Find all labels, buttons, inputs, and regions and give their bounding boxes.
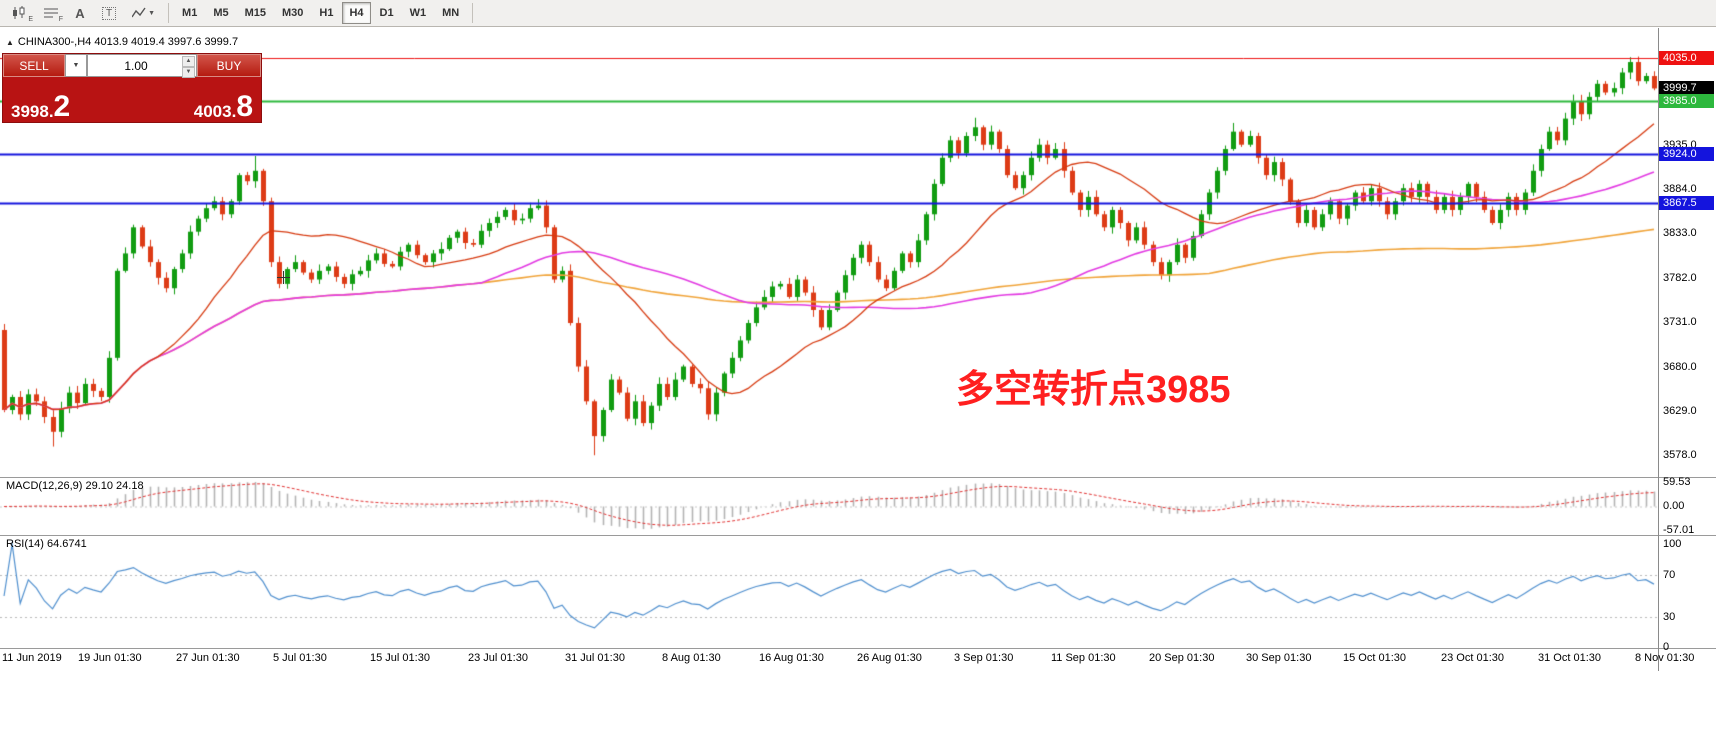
timeframe-button-m15[interactable]: M15	[238, 2, 273, 24]
symbol-ohlc-text: CHINA300-,H4 4013.9 4019.4 3997.6 3999.7	[17, 36, 239, 48]
panel-separator[interactable]	[0, 535, 1716, 536]
time-axis-label: 20 Sep 01:30	[1149, 652, 1215, 664]
expand-triangle-icon[interactable]: ▲	[6, 37, 14, 47]
timeframe-button-h1[interactable]: H1	[312, 2, 340, 24]
rsi-label: RSI(14) 64.6741	[6, 538, 87, 550]
price-tag-3985.0[interactable]: 3985.0	[1659, 94, 1714, 108]
timeframe-button-d1[interactable]: D1	[373, 2, 401, 24]
new-chart-icon[interactable]: E	[5, 2, 35, 24]
time-axis-label: 26 Aug 01:30	[857, 652, 922, 664]
rsi-scale-label: 70	[1663, 569, 1676, 581]
rsi-scale-label: 100	[1663, 538, 1682, 550]
time-axis-label: 8 Aug 01:30	[662, 652, 721, 664]
timeframe-button-h4[interactable]: H4	[342, 2, 371, 24]
volume-spinner: ▲ ▼	[182, 56, 195, 78]
time-axis-label: 11 Jun 2019	[2, 652, 62, 664]
price-tag-3867.5[interactable]: 3867.5	[1659, 196, 1714, 210]
price-tick-label: 3731.0	[1663, 316, 1697, 328]
profiles-icon[interactable]: F	[37, 2, 65, 24]
volume-decrease-button[interactable]: ▼	[182, 67, 195, 78]
chevron-down-icon: ▼	[72, 62, 80, 69]
sell-price[interactable]: 3998. 2	[11, 90, 71, 123]
time-axis-label: 11 Sep 01:30	[1051, 652, 1116, 664]
time-axis-label: 31 Jul 01:30	[565, 652, 625, 664]
trade-panel-prices: 3998. 2 4003. 8	[3, 77, 261, 126]
timeframe-group: M1 M5 M15 M30 H1 H4 D1 W1 MN	[174, 2, 467, 24]
price-tick-label: 3578.0	[1663, 449, 1697, 461]
boxed-t-glyph: T	[102, 6, 117, 20]
time-axis-label: 30 Sep 01:30	[1246, 652, 1312, 664]
template-icon[interactable]: T	[95, 2, 123, 24]
time-axis-label: 27 Jun 01:30	[176, 652, 240, 664]
timeframe-button-w1[interactable]: W1	[403, 2, 434, 24]
symbol-info: ▲ CHINA300-,H4 4013.9 4019.4 3997.6 3999…	[6, 36, 238, 48]
price-tick-label: 3884.0	[1663, 183, 1697, 195]
one-click-trade-panel: SELL ▼ ▲ ▼ BUY 3998.2 4003.8	[3, 54, 261, 122]
macd-scale-label: 59.53	[1663, 476, 1691, 488]
chart-annotation: 多空转折点3985	[956, 369, 1231, 411]
time-axis-label: 15 Jul 01:30	[370, 652, 430, 664]
rsi-scale-label: 30	[1663, 611, 1676, 623]
buy-button[interactable]: BUY	[197, 54, 261, 77]
macd-indicator-canvas[interactable]	[0, 478, 1658, 535]
rsi-scale-label: 0	[1663, 641, 1670, 653]
price-tick-label: 3833.0	[1663, 227, 1697, 239]
time-axis-label: 23 Jul 01:30	[468, 652, 528, 664]
time-axis-label: 8 Nov 01:30	[1635, 652, 1695, 664]
rsi-indicator-canvas[interactable]	[0, 536, 1658, 648]
volume-dropdown-button[interactable]: ▼	[65, 54, 87, 77]
volume-increase-button[interactable]: ▲	[182, 56, 195, 67]
macd-label: MACD(12,26,9) 29.10 24.18	[6, 480, 144, 492]
time-axis-label: 23 Oct 01:30	[1441, 652, 1504, 664]
chart-window: ▲ CHINA300-,H4 4013.9 4019.4 3997.6 3999…	[0, 28, 1716, 671]
price-tag-3924.0[interactable]: 3924.0	[1659, 147, 1714, 161]
price-axis-border	[1658, 28, 1659, 671]
timeframe-button-mn[interactable]: MN	[435, 2, 466, 24]
buy-price[interactable]: 4003. 8	[193, 90, 253, 123]
volume-field: ▲ ▼	[87, 54, 197, 78]
time-axis-label: 31 Oct 01:30	[1538, 652, 1601, 664]
timeframe-button-m5[interactable]: M5	[206, 2, 235, 24]
candlestick-glyph	[13, 6, 25, 19]
timeframe-button-m1[interactable]: M1	[175, 2, 204, 24]
text-label-icon[interactable]: A	[67, 2, 93, 24]
macd-scale-label: 0.00	[1663, 500, 1685, 512]
price-chart-canvas[interactable]	[0, 29, 1658, 477]
time-axis-label: 19 Jun 01:30	[78, 652, 142, 664]
price-tick-label: 3680.0	[1663, 361, 1697, 373]
price-tag-3999.7[interactable]: 3999.7	[1659, 81, 1714, 95]
indicators-icon[interactable]: ▼	[125, 2, 162, 24]
panel-separator	[0, 648, 1716, 649]
time-axis-label: 3 Sep 01:30	[954, 652, 1014, 664]
trade-panel-controls: SELL ▼ ▲ ▼ BUY	[3, 54, 261, 78]
lines-glyph	[44, 8, 58, 18]
toolbar: E F A T ▼ M1 M5 M15 M30 H1 H4 D1 W1 MN	[0, 0, 1716, 27]
time-axis-label: 5 Jul 01:30	[273, 652, 327, 664]
volume-input[interactable]	[88, 57, 196, 74]
timeframe-button-m30[interactable]: M30	[275, 2, 310, 24]
mouse-crosshair	[277, 271, 290, 284]
panel-separator[interactable]	[0, 477, 1716, 478]
time-axis-label: 16 Aug 01:30	[759, 652, 824, 664]
toolbar-separator	[472, 3, 474, 23]
macd-scale-label: -57.01	[1663, 524, 1695, 536]
chevron-down-icon: ▼	[148, 9, 156, 17]
time-axis-label: 15 Oct 01:30	[1343, 652, 1406, 664]
sell-button[interactable]: SELL	[3, 54, 65, 77]
price-tick-label: 3782.0	[1663, 272, 1697, 284]
price-tag-4035.0[interactable]: 4035.0	[1659, 51, 1714, 65]
toolbar-separator	[168, 3, 170, 23]
price-tick-label: 3629.0	[1663, 405, 1697, 417]
zigzag-glyph	[132, 7, 146, 18]
